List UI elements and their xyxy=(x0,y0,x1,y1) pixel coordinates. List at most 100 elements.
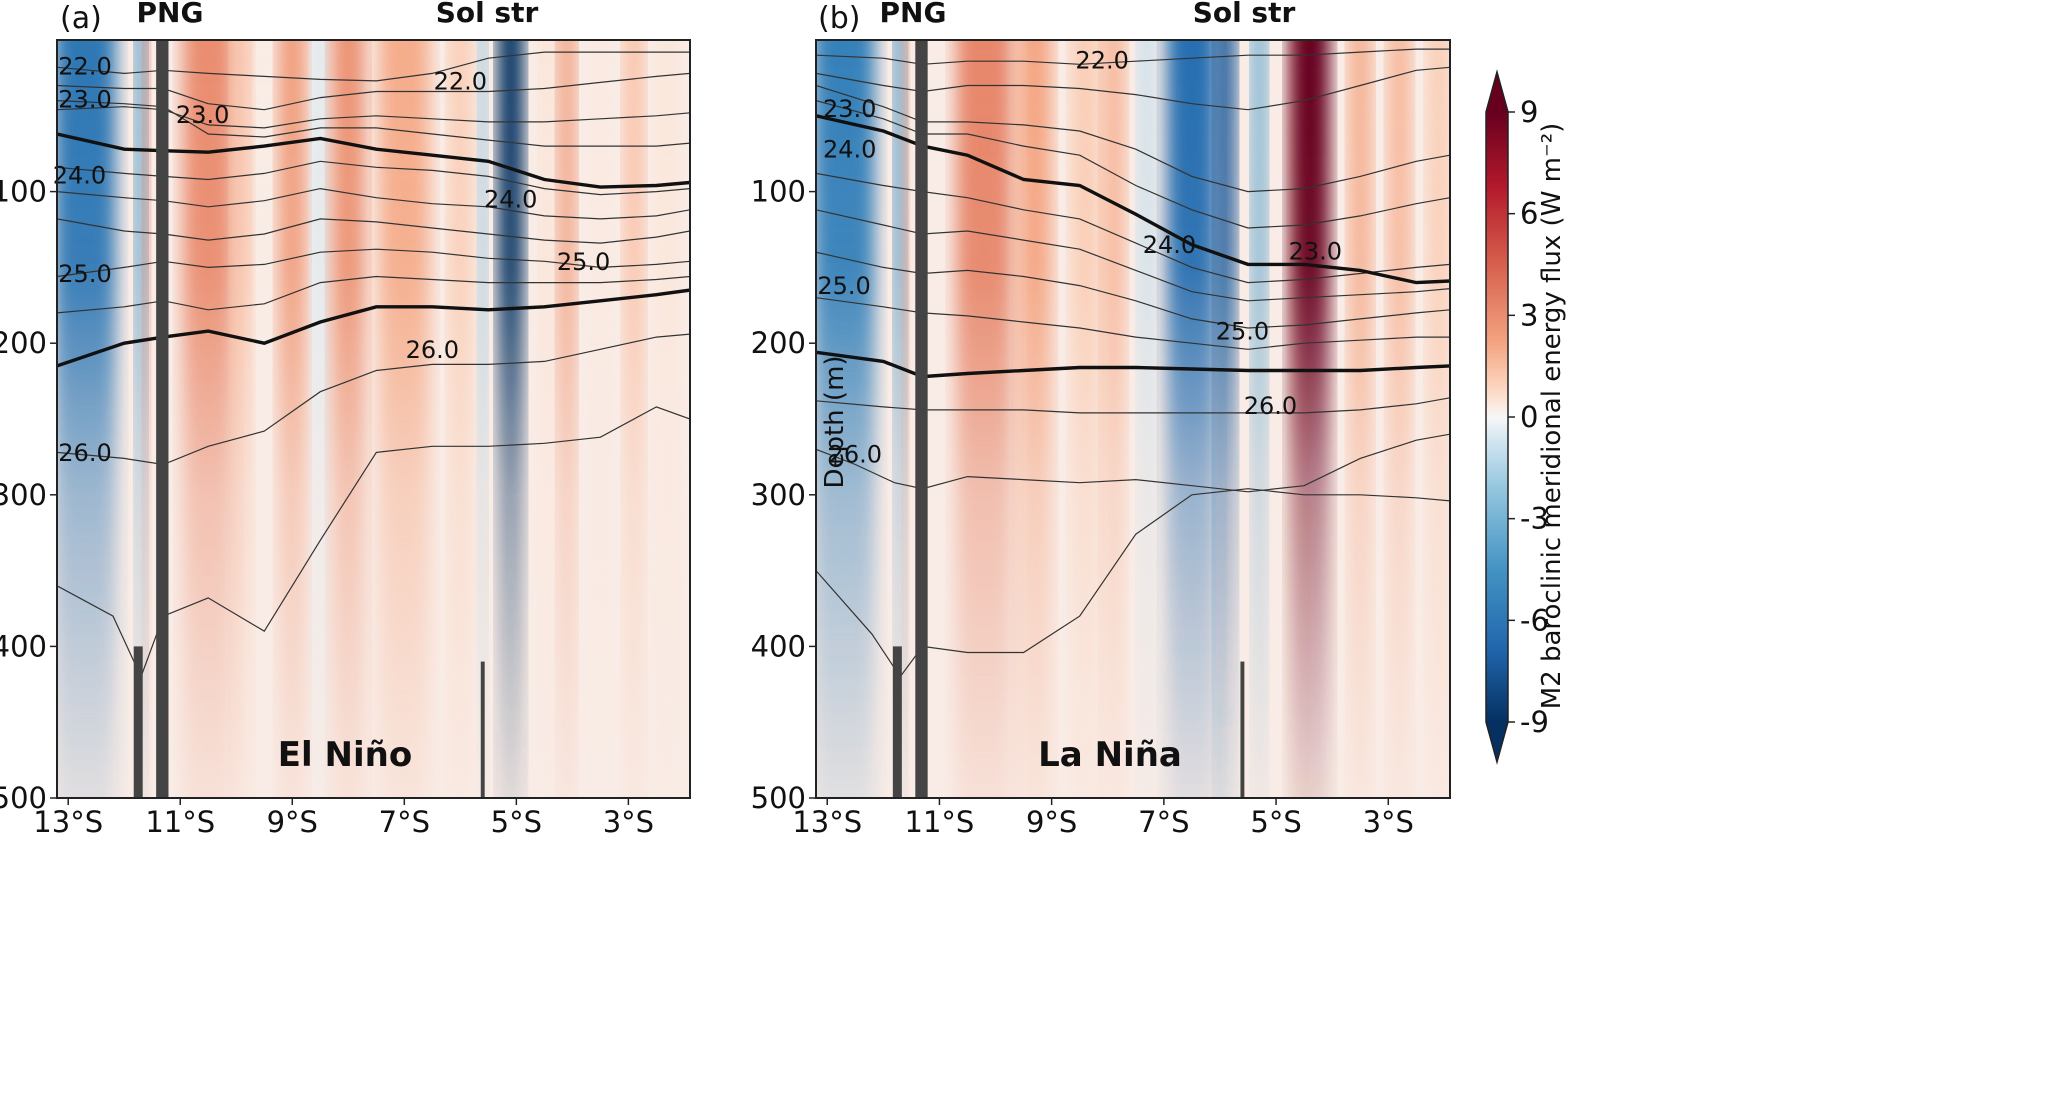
colorbar-title: M2 baroclinic meridional energy flux (W … xyxy=(1537,123,1567,710)
flux-band xyxy=(1138,40,1156,798)
contour-label: 23.0 xyxy=(58,86,111,114)
bathymetry-mask xyxy=(915,40,928,798)
flux-band xyxy=(1388,40,1411,798)
x-tick-label: 11°S xyxy=(905,805,975,839)
contour-label: 23.0 xyxy=(1289,237,1342,265)
colorbar-tick-label: -6 xyxy=(1520,603,1549,637)
y-tick-label: 300 xyxy=(0,478,47,512)
colorbar-max-arrow xyxy=(1486,72,1508,112)
flux-band xyxy=(540,40,555,798)
colorbar-tick-label: 0 xyxy=(1520,400,1538,434)
bathymetry-mask xyxy=(1240,661,1245,798)
flux-band xyxy=(478,40,487,798)
flux-band xyxy=(311,40,329,798)
contour-label: 24.0 xyxy=(53,161,106,189)
flux-band xyxy=(656,40,679,798)
flux-band xyxy=(498,40,524,798)
flux-band xyxy=(1017,40,1052,798)
y-tick-label: 100 xyxy=(0,175,47,209)
colorbar-tick-label: 3 xyxy=(1520,298,1538,332)
heatmap-el-nino xyxy=(57,40,690,798)
contour-label: 25.0 xyxy=(1216,318,1269,346)
top-label-sol-str-a: Sol str xyxy=(436,0,539,29)
contour-label: 25.0 xyxy=(58,260,111,288)
bathymetry-la-nina xyxy=(892,40,1245,798)
top-label-png-a: PNG xyxy=(137,0,204,29)
isopycnal-line xyxy=(816,488,1450,678)
contour-label: 25.0 xyxy=(817,272,870,300)
contour-label: 23.0 xyxy=(176,101,229,129)
plot-frame-el-nino xyxy=(56,39,691,799)
contour-label: 26.0 xyxy=(58,439,111,467)
panel-label-b: (b) xyxy=(818,1,860,36)
x-tick-label: 13°S xyxy=(33,805,103,839)
flux-band xyxy=(57,40,116,798)
isopycnal-line xyxy=(816,433,1450,493)
contour-label: 24.0 xyxy=(823,136,876,164)
panel-el-nino: 22.0 23.0 23.0 22.0 24.0 24.0 25.0 25.0 26.0 26.0… xyxy=(0,0,691,839)
colorbar-tick-label: 9 xyxy=(1520,95,1538,129)
bathymetry-mask xyxy=(133,646,143,798)
flux-band xyxy=(1166,40,1218,798)
flux-band xyxy=(956,40,1013,798)
y-axis-el-nino: 100 200 300 400 500 xyxy=(0,175,57,815)
bathymetry-mask xyxy=(480,661,485,798)
flux-band xyxy=(1252,40,1267,798)
bathymetry-mask xyxy=(892,646,902,798)
flux-band xyxy=(1290,40,1330,798)
flux-band xyxy=(143,40,150,798)
flux-band xyxy=(894,40,906,798)
colorbar-tick-label: -3 xyxy=(1520,502,1549,536)
colorbar-tick-label: 6 xyxy=(1520,197,1538,231)
contour-label: 25.0 xyxy=(557,248,610,276)
flux-band xyxy=(591,40,609,798)
flux-band xyxy=(331,40,366,798)
contour-label: 26.0 xyxy=(406,336,459,364)
y-tick-label: 500 xyxy=(751,781,806,815)
contour-label: 24.0 xyxy=(484,186,537,214)
contour-labels-la-nina: 22.0 23.0 24.0 24.0 23.0 25.0 25.0 26.0 26.0 xyxy=(817,46,1342,468)
heatmap-la-nina xyxy=(816,40,1450,798)
panel-la-nina: 22.0 23.0 24.0 24.0 23.0 25.0 25.0 26.0 26.0 13°… xyxy=(751,0,1451,839)
flux-band xyxy=(278,40,307,798)
contour-label: 23.0 xyxy=(823,95,876,123)
contour-label: 22.0 xyxy=(58,52,111,80)
y-tick-label: 300 xyxy=(751,478,806,512)
flux-band xyxy=(1102,40,1125,798)
contour-label: 26.0 xyxy=(1244,392,1297,420)
x-tick-label: 3°S xyxy=(1363,805,1414,839)
flux-band xyxy=(379,40,430,798)
y-tick-label: 100 xyxy=(751,175,806,209)
phase-label-el-nino: El Niño xyxy=(278,735,412,775)
flux-band xyxy=(183,40,234,798)
flux-band xyxy=(135,40,147,798)
y-tick-label: 400 xyxy=(751,629,806,663)
flux-band xyxy=(902,40,910,798)
y-axis-title: Depth (m) xyxy=(820,355,850,488)
contour-label: 24.0 xyxy=(1143,231,1196,259)
x-tick-label: 7°S xyxy=(379,805,430,839)
flux-band xyxy=(1215,40,1236,798)
flux-band xyxy=(1071,40,1100,798)
x-tick-label: 5°S xyxy=(1250,805,1301,839)
plot-frame-la-nina xyxy=(815,39,1451,799)
flux-band xyxy=(1349,40,1372,798)
x-axis-el-nino: 13°S 11°S 9°S 7°S 5°S 3°S xyxy=(33,798,654,839)
x-tick-label: 13°S xyxy=(792,805,862,839)
y-tick-label: 200 xyxy=(0,326,47,360)
x-axis-la-nina: 13°S 11°S 9°S 7°S 5°S 3°S xyxy=(792,798,1414,839)
contour-labels-el-nino: 22.0 23.0 23.0 22.0 24.0 24.0 25.0 25.0 26.0 26.0 xyxy=(53,52,611,467)
y-axis-la-nina: 100 200 300 400 500 xyxy=(751,175,816,815)
x-tick-label: 9°S xyxy=(1026,805,1077,839)
y-tick-label: 200 xyxy=(751,326,806,360)
top-label-sol-str-b: Sol str xyxy=(1193,0,1296,29)
x-tick-label: 3°S xyxy=(603,805,654,839)
colorbar-tick-label: -9 xyxy=(1520,705,1549,739)
flux-band xyxy=(255,40,273,798)
contour-label: 22.0 xyxy=(434,67,487,95)
flux-band xyxy=(232,40,252,798)
x-tick-label: 5°S xyxy=(491,805,542,839)
flux-band xyxy=(816,40,875,798)
colorbar-ticks: 9 6 3 0 -3 -6 -9 xyxy=(1508,95,1549,739)
